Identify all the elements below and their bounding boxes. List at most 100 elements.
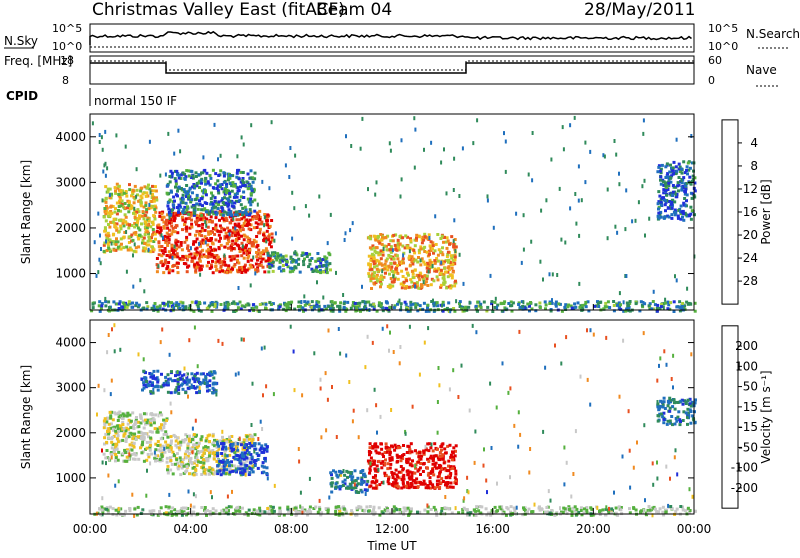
echo-cell xyxy=(454,454,457,457)
echo-cell xyxy=(282,269,285,272)
echo-cell xyxy=(405,268,408,271)
echo-cell xyxy=(204,375,207,378)
echo-cell xyxy=(503,300,506,303)
echo-cell xyxy=(529,301,532,304)
echo-cell xyxy=(175,458,178,461)
echo-cell xyxy=(566,305,569,308)
echo-cell xyxy=(148,220,151,223)
echo-cell xyxy=(663,306,665,310)
echo-cell xyxy=(115,243,118,246)
echo-cell xyxy=(235,176,238,179)
echo-cell xyxy=(664,180,666,184)
echo-cell xyxy=(644,179,646,183)
echo-cell xyxy=(165,433,168,436)
echo-cell xyxy=(104,456,107,459)
echo-cell xyxy=(116,424,119,427)
echo-cell xyxy=(114,186,117,189)
echo-cell xyxy=(660,201,663,204)
echo-cell xyxy=(422,450,425,453)
echo-cell xyxy=(480,306,483,309)
echo-cell xyxy=(209,174,212,177)
echo-cell xyxy=(255,263,258,266)
echo-cell xyxy=(166,461,169,464)
echo-cell xyxy=(143,387,146,390)
echo-cell xyxy=(414,303,417,306)
echo-cell xyxy=(664,199,667,202)
echo-cell xyxy=(211,373,214,376)
echo-cell xyxy=(157,224,160,227)
echo-cell xyxy=(137,431,140,434)
echo-cell xyxy=(149,449,152,452)
echo-cell xyxy=(132,212,135,215)
echo-cell xyxy=(213,233,216,236)
echo-cell xyxy=(190,260,193,263)
echo-cell xyxy=(220,154,222,158)
echo-cell xyxy=(117,240,120,243)
echo-cell xyxy=(207,248,210,251)
echo-cell xyxy=(462,146,464,150)
echo-cell xyxy=(667,182,670,185)
echo-cell xyxy=(419,304,422,307)
echo-cell xyxy=(205,218,208,221)
echo-cell xyxy=(125,246,128,249)
echo-cell xyxy=(426,304,429,307)
echo-cell xyxy=(158,253,161,256)
echo-cell xyxy=(528,173,530,177)
echo-cell xyxy=(196,456,199,459)
echo-cell xyxy=(657,212,660,215)
echo-cell xyxy=(418,274,421,277)
echo-cell xyxy=(238,247,241,250)
echo-cell xyxy=(615,153,617,157)
echo-cell xyxy=(104,130,106,134)
echo-cell xyxy=(135,246,138,249)
echo-cell xyxy=(289,267,292,270)
freq-tick-low: 8 xyxy=(62,74,69,87)
echo-cell xyxy=(149,250,152,253)
echo-cell xyxy=(352,221,354,225)
echo-cell xyxy=(384,263,387,266)
echo-cell xyxy=(342,293,344,297)
echo-cell xyxy=(231,190,234,193)
echo-cell xyxy=(387,480,390,483)
echo-cell xyxy=(430,240,433,243)
echo-cell xyxy=(100,304,103,307)
date-label: 28/May/2011 xyxy=(584,0,696,20)
echo-cell xyxy=(668,397,671,400)
echo-cell xyxy=(364,488,367,491)
echo-cell xyxy=(172,472,175,475)
echo-cell xyxy=(202,462,205,465)
echo-cell xyxy=(270,219,273,222)
echo-cell xyxy=(402,444,405,447)
echo-cell xyxy=(233,202,236,205)
echo-cell xyxy=(105,174,107,178)
echo-cell xyxy=(342,480,345,483)
echo-cell xyxy=(255,240,258,243)
echo-cell xyxy=(231,470,234,473)
echo-cell xyxy=(384,458,387,461)
echo-cell xyxy=(117,427,120,430)
echo-cell xyxy=(216,452,219,455)
echo-cell xyxy=(406,461,409,464)
echo-cell xyxy=(250,266,253,269)
echo-cell xyxy=(187,213,190,216)
echo-cell xyxy=(112,300,115,303)
echo-cell xyxy=(164,451,167,454)
echo-cell xyxy=(451,450,454,453)
echo-cell xyxy=(325,260,328,263)
echo-cell xyxy=(217,256,220,259)
echo-cell xyxy=(128,300,131,303)
echo-cell xyxy=(688,214,691,217)
echo-cell xyxy=(369,442,372,445)
echo-cell xyxy=(446,469,449,472)
echo-cell xyxy=(187,442,190,445)
echo-cell xyxy=(330,491,333,494)
echo-cell xyxy=(238,210,241,213)
echo-cell xyxy=(248,471,251,474)
echo-cell xyxy=(168,449,171,452)
echo-cell xyxy=(686,165,689,168)
echo-cell xyxy=(147,243,150,246)
echo-cell xyxy=(219,183,222,186)
echo-cell xyxy=(383,472,386,475)
echo-cell xyxy=(206,307,209,310)
echo-cell xyxy=(107,223,110,226)
